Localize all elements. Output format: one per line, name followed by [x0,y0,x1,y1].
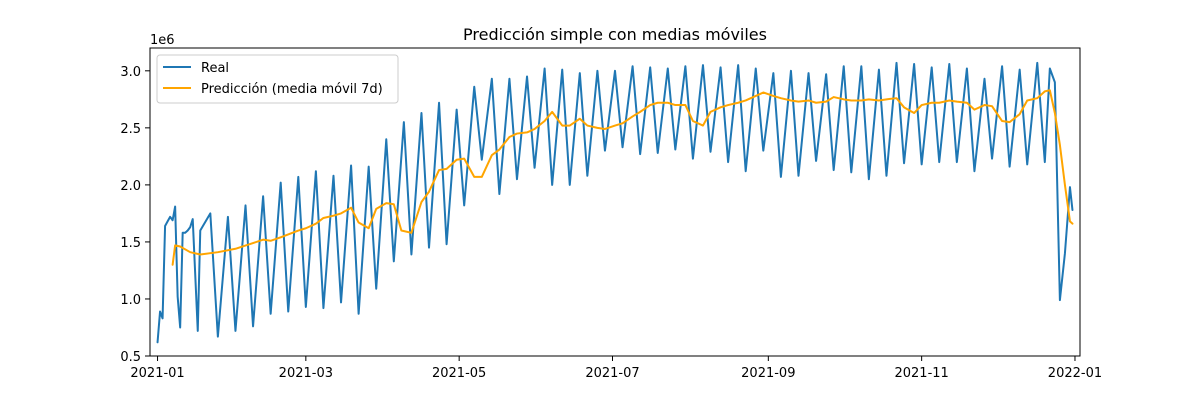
y-tick-label: 2.5 [120,122,141,137]
x-tick-label: 2022-01 [1048,366,1102,381]
y-tick-label: 0.5 [120,350,141,365]
legend-box [156,54,399,104]
series-line-0 [156,61,1074,344]
chart-title: Predicción simple con medias móviles [463,25,767,44]
x-tick-label: 2021-07 [585,366,639,381]
y-tick-label: 3.0 [120,65,141,80]
legend-label-0: Real [201,61,229,76]
x-tick-label: 2021-11 [894,366,948,381]
legend-label-1: Predicción (media móvil 7d) [201,82,383,97]
y-tick-label: 2.0 [120,179,141,194]
plot-area [156,61,1074,344]
y-axis-offset-label: 1e6 [150,33,175,48]
axes-frame [149,47,1081,357]
y-tick-label: 1.5 [120,236,141,251]
x-tick-label: 2021-05 [432,366,486,381]
y-tick-label: 1.0 [120,293,141,308]
x-tick-label: 2021-01 [130,366,184,381]
axes: 2021-01 2021-03 2021-05 2021-07 2021-09 2021-… [120,47,1102,381]
x-tick-label: 2021-09 [741,366,795,381]
legend: Real Predicción (media móvil 7d) [156,54,399,104]
series-line-1 [171,89,1074,266]
x-tick-label: 2021-03 [279,366,333,381]
